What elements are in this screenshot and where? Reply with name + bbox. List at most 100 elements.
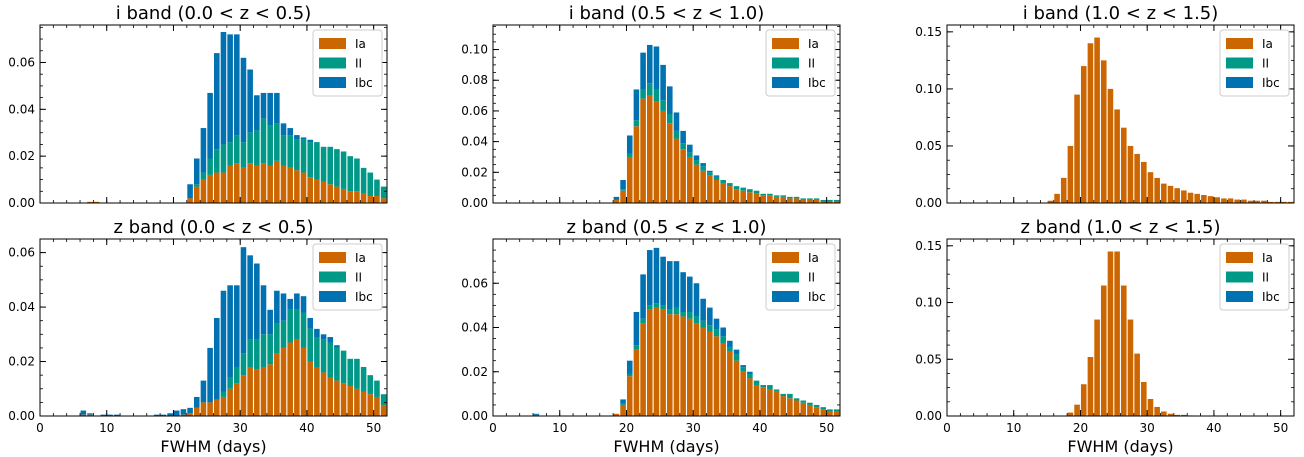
bar-ia-bin-22 xyxy=(187,198,193,203)
bar-ibc-bin-39 xyxy=(300,296,307,313)
bar-ia-bin-32 xyxy=(254,165,260,203)
legend-swatch-ia xyxy=(772,38,799,49)
bar-ibc-bin-37 xyxy=(740,365,746,368)
bar-ii-bin-48 xyxy=(360,167,367,194)
bar-ii-bin-51 xyxy=(833,409,840,412)
bar-ia-bin-30 xyxy=(1147,172,1154,203)
bar-ia-bin-35 xyxy=(1181,190,1187,203)
bar-ibc-bin-26 xyxy=(214,53,220,150)
x-tick-label: 10 xyxy=(1006,421,1021,435)
bar-ibc-bin-20 xyxy=(626,135,633,154)
legend-label-ii: II xyxy=(808,271,815,285)
legend-label-ia: Ia xyxy=(355,251,366,265)
bar-ibc-bin-35 xyxy=(274,92,280,124)
bar-ii-bin-44 xyxy=(334,149,340,187)
bar-ii-bin-35 xyxy=(727,183,733,187)
bar-ia-bin-22 xyxy=(640,98,646,203)
bar-ibc-bin-31 xyxy=(247,69,253,133)
bar-ii-bin-35 xyxy=(274,123,280,161)
bar-ibc-bin-23 xyxy=(193,396,200,408)
bar-ii-bin-25 xyxy=(207,158,213,175)
bar-ia-bin-23 xyxy=(1100,60,1107,203)
panel-5: z band (0.5 < z < 1.0) 0.00 0.02 0.04 0.06 0 1… xyxy=(461,217,841,456)
bar-ia-bin-30 xyxy=(693,164,700,203)
bar-ii-bin-30 xyxy=(693,316,700,324)
bar-ibc-bin-31 xyxy=(700,163,706,167)
bar-ia-bin-38 xyxy=(747,192,753,203)
bar-ibc-bin-35 xyxy=(727,340,733,348)
bar-ii-bin-34 xyxy=(720,336,726,343)
legend-label-ii: II xyxy=(808,57,815,71)
bar-ia-bin-24 xyxy=(200,402,207,416)
bar-ibc-bin-22 xyxy=(640,274,646,319)
bar-ia-bin-49 xyxy=(367,195,374,203)
legend: Ia II Ibc xyxy=(1219,29,1290,97)
legend-label-ibc: Ibc xyxy=(1262,76,1280,90)
bar-ia-bin-36 xyxy=(733,189,740,203)
bar-ia-bin-25 xyxy=(660,309,666,416)
bar-ii-bin-42 xyxy=(773,389,780,392)
bar-ii-bin-40 xyxy=(760,385,766,388)
bar-ii-bin-31 xyxy=(700,320,706,328)
bar-ia-bin-26 xyxy=(214,172,220,203)
bar-ii-bin-35 xyxy=(274,323,280,354)
bar-ii-bin-48 xyxy=(813,198,820,200)
bar-ibc-bin-31 xyxy=(247,255,253,340)
bar-ibc-bin-20 xyxy=(173,410,180,416)
bar-ibc-bin-29 xyxy=(234,285,240,367)
bar-ibc-bin-30 xyxy=(693,155,700,161)
bar-ii-bin-44 xyxy=(787,196,793,199)
bar-ia-bin-46 xyxy=(800,199,807,203)
panel-1: i band (0.0 < z < 0.5) 0.00 0.02 0.04 0.06 Ia… xyxy=(8,3,388,210)
x-tick-label: 20 xyxy=(166,421,181,435)
bar-ii-bin-27 xyxy=(220,144,227,173)
bar-ia-bin-39 xyxy=(1207,196,1214,203)
legend-swatch-ii xyxy=(772,271,799,283)
bar-ia-bin-24 xyxy=(1107,251,1114,416)
bar-ia-bin-27 xyxy=(1127,319,1134,416)
bar-ia-bin-29 xyxy=(1141,161,1147,203)
bar-ia-bin-19 xyxy=(620,404,626,416)
x-axis-label: FWHM (days) xyxy=(613,437,719,456)
bar-ia-bin-40 xyxy=(760,387,766,416)
bar-ibc-bin-33 xyxy=(260,285,267,335)
bar-ia-bin-45 xyxy=(793,400,800,416)
bar-ii-bin-34 xyxy=(720,179,726,184)
bar-ii-bin-38 xyxy=(747,189,753,193)
bar-ia-bin-40 xyxy=(760,195,766,203)
bar-ii-bin-50 xyxy=(827,199,833,202)
bar-ia-bin-29 xyxy=(234,383,240,416)
bar-ii-bin-48 xyxy=(360,366,367,392)
bar-ia-bin-18 xyxy=(1067,412,1074,416)
bar-ibc-bin-34 xyxy=(267,92,273,126)
bar-ia-bin-6 xyxy=(533,414,540,416)
x-tick-label: 50 xyxy=(366,421,381,435)
bar-ia-bin-38 xyxy=(294,170,300,203)
legend-label-ii: II xyxy=(355,271,362,285)
bar-ia-bin-28 xyxy=(227,388,233,416)
bar-ibc-bin-26 xyxy=(214,317,220,400)
bar-ia-bin-42 xyxy=(320,181,327,203)
bar-ibc-bin-28 xyxy=(680,130,686,144)
bar-ii-bin-22 xyxy=(640,318,646,324)
bar-ii-bin-41 xyxy=(767,385,773,390)
bar-ii-bin-19 xyxy=(620,403,626,405)
bar-ii-bin-28 xyxy=(227,142,233,166)
bar-ii-bin-23 xyxy=(646,305,653,310)
bar-ia-bin-25 xyxy=(660,110,666,203)
bar-ii-bin-46 xyxy=(347,156,354,192)
bar-ibc-bin-22 xyxy=(640,52,646,90)
bar-ii-bin-28 xyxy=(680,143,686,150)
bar-ia-bin-46 xyxy=(1254,200,1261,203)
bar-ia-bin-48 xyxy=(813,407,820,416)
bar-ia-bin-21 xyxy=(1087,357,1094,416)
bar-ia-bin-48 xyxy=(360,391,367,416)
bar-ia-bin-24 xyxy=(1107,88,1114,203)
panel-title: i band (0.5 < z < 1.0) xyxy=(569,3,765,24)
bar-ii-bin-42 xyxy=(773,195,780,197)
legend: Ia II Ibc xyxy=(312,29,383,97)
bar-ibc-bin-23 xyxy=(646,44,653,84)
bar-ia-bin-22 xyxy=(187,413,193,416)
bar-ii-bin-30 xyxy=(240,142,247,168)
